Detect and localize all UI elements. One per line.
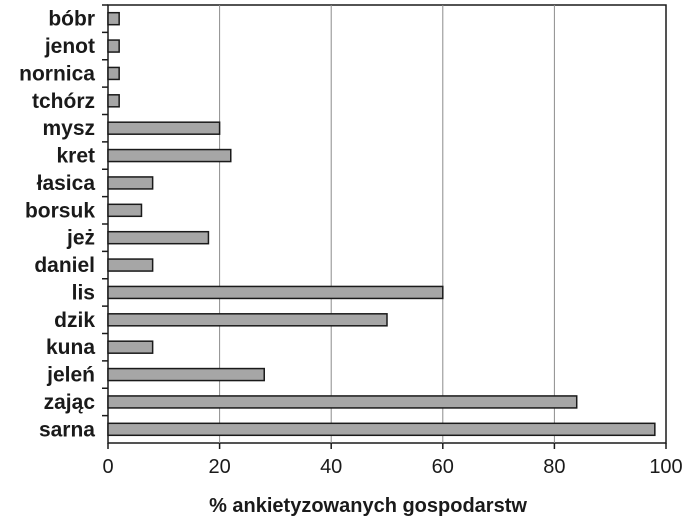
category-label: jenot (44, 35, 95, 58)
category-label: bóbr (48, 8, 95, 31)
x-axis-title: % ankietyzowanych gospodarstw (209, 495, 527, 517)
bar (107, 121, 221, 135)
category-label: łasica (37, 172, 96, 195)
bar (107, 285, 444, 300)
category-label: jeleń (46, 364, 95, 387)
category-label: dzik (54, 309, 95, 332)
category-label: sarna (39, 418, 95, 441)
bar (107, 230, 210, 245)
category-label: jeż (66, 227, 95, 250)
category-label: zając (44, 391, 96, 414)
bar (107, 340, 154, 354)
bar (107, 313, 388, 327)
category-labels: bóbr jenot nornica tchórz mysz kret łasica bors… (19, 4, 108, 441)
category-label: daniel (34, 254, 95, 277)
bar (107, 258, 154, 272)
x-tick-label: 80 (543, 456, 565, 478)
grid-lines (219, 5, 555, 443)
bar (107, 367, 265, 382)
category-label: kuna (46, 336, 95, 359)
category-label: lis (72, 281, 95, 304)
x-tick-label: 0 (102, 456, 113, 478)
bar (107, 39, 120, 53)
category-label: kret (56, 145, 95, 168)
bar (107, 11, 120, 26)
bar (107, 422, 656, 437)
x-tick-label: 40 (320, 456, 342, 478)
bar (107, 203, 143, 218)
bar (107, 66, 120, 81)
bar (107, 395, 578, 409)
bar (107, 148, 232, 163)
category-label: nornica (19, 62, 95, 85)
category-label: mysz (42, 117, 95, 140)
bar (107, 94, 120, 108)
x-tick-label: 60 (432, 456, 454, 478)
category-label: tchórz (32, 90, 95, 113)
bars-group (107, 11, 656, 437)
x-tick-label: 100 (649, 456, 682, 478)
x-tick-label: 20 (208, 456, 230, 478)
x-axis-ticks: 0 20 40 60 80 100 (102, 443, 683, 478)
bar (107, 176, 154, 190)
category-label: borsuk (25, 199, 95, 222)
